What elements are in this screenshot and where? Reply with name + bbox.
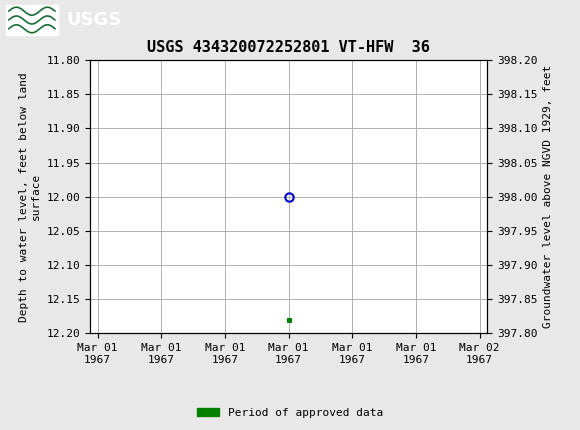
Y-axis label: Groundwater level above NGVD 1929, feet: Groundwater level above NGVD 1929, feet [543, 65, 553, 329]
Title: USGS 434320072252801 VT-HFW  36: USGS 434320072252801 VT-HFW 36 [147, 40, 430, 55]
Text: USGS: USGS [67, 11, 122, 29]
Y-axis label: Depth to water level, feet below land
surface: Depth to water level, feet below land su… [19, 72, 41, 322]
FancyBboxPatch shape [6, 5, 58, 35]
Legend: Period of approved data: Period of approved data [193, 403, 387, 422]
